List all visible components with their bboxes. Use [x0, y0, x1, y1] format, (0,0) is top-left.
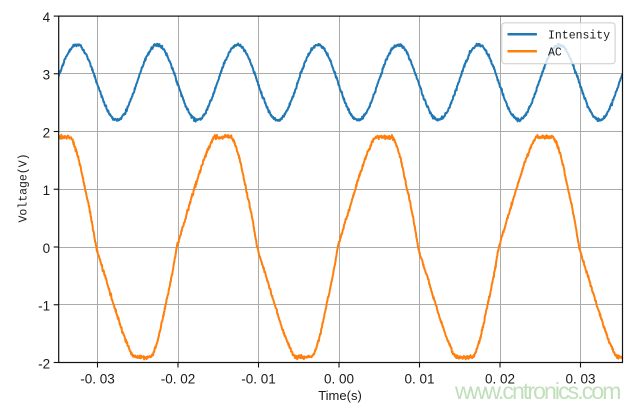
- svg-text:-0. 01: -0. 01: [241, 371, 276, 386]
- svg-text:www.cntronics.com: www.cntronics.com: [454, 378, 620, 404]
- svg-text:Time(s): Time(s): [318, 388, 362, 403]
- svg-text:Intensity: Intensity: [548, 30, 610, 43]
- svg-text:0. 00: 0. 00: [324, 371, 354, 386]
- svg-text:0: 0: [43, 241, 51, 256]
- svg-text:AC: AC: [548, 46, 562, 59]
- svg-text:1: 1: [43, 183, 51, 198]
- svg-text:-1: -1: [38, 299, 50, 314]
- svg-text:0. 03: 0. 03: [565, 371, 595, 386]
- svg-text:4: 4: [43, 10, 51, 25]
- svg-text:0. 02: 0. 02: [485, 371, 515, 386]
- svg-text:0. 01: 0. 01: [404, 371, 434, 386]
- svg-text:Voltage(V): Voltage(V): [18, 153, 31, 222]
- svg-text:3: 3: [43, 68, 51, 83]
- svg-text:2: 2: [43, 125, 51, 140]
- svg-text:-0. 03: -0. 03: [80, 371, 115, 386]
- svg-text:-2: -2: [38, 356, 50, 371]
- svg-text:-0. 02: -0. 02: [161, 371, 196, 386]
